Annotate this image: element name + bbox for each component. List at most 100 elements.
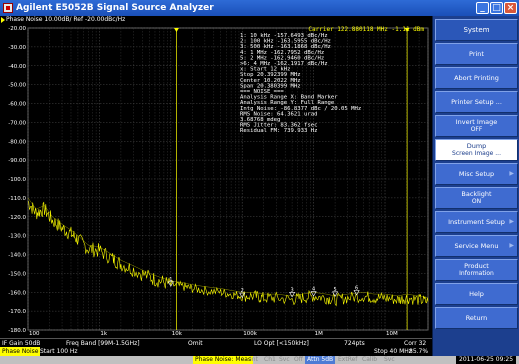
marker-label: 2	[241, 288, 244, 294]
phase-noise-plot[interactable]: -20.00 -30.00 -40.00 -50.00 -60.00 -70.00 -80.…	[0, 24, 432, 338]
measurement-status: Phase Noise: Meas	[193, 356, 254, 364]
readout-line: >6: 4 MHz -162.1917 dBc/Hz	[240, 61, 328, 67]
chart-area[interactable]: Phase Noise 10.00dB/ Ref -20.00dBc/Hz -2…	[0, 16, 432, 338]
sweep-progress: 85.7%	[409, 348, 429, 355]
readout-line: Stop 20.392399 MHz	[240, 72, 301, 78]
marker-label: 5	[334, 287, 337, 293]
softkey-printer-setup[interactable]: Printer Setup ...	[435, 91, 518, 113]
readout-line: 1: 10 kHz -157.6493 dBc/Hz	[240, 33, 328, 39]
softkey-invert-image[interactable]: Invert Image OFF	[435, 115, 518, 137]
status-calib: Calib	[362, 356, 378, 363]
omit-label[interactable]: Omit	[188, 340, 203, 347]
close-button[interactable]: ×	[504, 2, 517, 14]
marker-layer: 1 2 3 4 5 6	[167, 277, 360, 299]
y-tick-label: -170.0	[8, 309, 26, 315]
band-markers	[173, 28, 410, 330]
start-frequency[interactable]: Start 100 Hz	[40, 348, 78, 355]
instrument-status-bar: Phase Noise: Meas Int Ch1 Svc Off Attn 5…	[0, 356, 519, 364]
softkey-label: Service Menu	[454, 242, 499, 250]
status-row-settings: IF Gain 50dB Freq Band [99M-1.5GHz] Omit…	[0, 338, 432, 347]
marker-triangle-icon	[239, 292, 246, 299]
softkey-label: Print	[469, 50, 484, 58]
y-tick-label: -30.00	[8, 45, 26, 51]
readout-line: 5: 2 MHz -162.9460 dBc/Hz	[240, 55, 324, 61]
softkey-label: Invert Image	[455, 118, 498, 126]
if-gain-label[interactable]: IF Gain 50dB	[2, 340, 41, 347]
y-tick-label: -180.0	[8, 328, 26, 334]
lo-opt-label[interactable]: LO Opt [<150kHz]	[254, 340, 309, 347]
y-tick-label: -160.0	[8, 290, 26, 296]
softkey-print[interactable]: Print	[435, 43, 518, 65]
softkey-value: OFF	[470, 126, 483, 133]
y-tick-label: -80.00	[8, 139, 26, 145]
y-tick-label: -110.0	[8, 196, 26, 202]
x-tick-label: 100k	[243, 331, 257, 337]
readout-line: Analysis Range X: Band Marker	[240, 95, 338, 101]
x-tick-label: 100	[29, 331, 40, 337]
marker-triangle-icon	[289, 291, 296, 298]
readout-line: Span 20.380399 MHz	[240, 83, 301, 89]
marker-readout: 1: 10 kHz -157.6493 dBc/Hz2: 100 kHz -16…	[240, 33, 361, 134]
submenu-arrow-icon: ▶	[509, 170, 514, 177]
mode-badge[interactable]: Phase Noise	[0, 347, 41, 356]
y-tick-label: -140.0	[8, 253, 26, 259]
marker-label: 4	[312, 287, 315, 293]
attenuation-status: Attn 5dB	[305, 356, 336, 364]
band-marker-triangle-icon	[404, 28, 410, 32]
plot-grid	[27, 27, 429, 331]
phase-noise-trace	[27, 201, 429, 307]
window-titlebar: Agilent E5052B Signal Source Analyzer _ …	[0, 0, 519, 16]
stop-frequency[interactable]: Stop 40 MHz	[374, 348, 412, 355]
softkey-label: Product	[464, 262, 489, 270]
readout-line: Center 10.2022 MHz	[240, 78, 301, 84]
readout-line: Residual FM: 739.933 Hz	[240, 128, 317, 134]
softkey-backlight[interactable]: Backlight ON	[435, 187, 518, 209]
marker-triangle-icon	[332, 291, 339, 297]
x-tick-label: 1M	[315, 331, 323, 337]
softkey-system[interactable]: System	[435, 19, 518, 41]
y-tick-label: -70.00	[8, 120, 26, 126]
marker-label: 1	[169, 277, 172, 283]
submenu-arrow-icon: ▶	[509, 242, 514, 249]
submenu-arrow-icon: ▶	[509, 218, 514, 225]
softkey-instrument-setup[interactable]: Instrument Setup ▶	[435, 211, 518, 233]
status-svc: Svc	[279, 356, 290, 363]
minimize-button[interactable]: _	[476, 2, 489, 14]
readout-line: Intg Noise: -86.8377 dBc / 20.05 MHz	[240, 106, 361, 112]
carrier-label: Carrier 122.880118 MHz -1.11 dBm	[308, 26, 424, 33]
x-tick-label: 10M	[386, 331, 398, 337]
y-tick-label: -40.00	[8, 64, 26, 70]
readout-line: 4: 1 MHz -162.7952 dBc/Hz	[240, 50, 324, 56]
marker-triangle-icon	[167, 281, 174, 287]
readout-line: 3.68768 mdeg	[240, 117, 280, 123]
y-tick-label: -90.00	[8, 158, 26, 164]
softkey-return[interactable]: Return	[435, 307, 518, 329]
softkey-service-menu[interactable]: Service Menu ▶	[435, 235, 518, 257]
softkey-panel: System Print Abort Printing Printer Setu…	[432, 16, 519, 356]
points-label[interactable]: 724pts	[344, 340, 365, 347]
freq-band-label[interactable]: Freq Band [99M-1.5GHz]	[66, 340, 140, 347]
softkey-label: Backlight	[461, 190, 492, 198]
softkey-label: Help	[469, 290, 484, 298]
app-icon	[3, 3, 13, 13]
y-tick-label: -50.00	[8, 83, 26, 89]
softkey-product-information[interactable]: Product Information	[435, 259, 518, 281]
maximize-button[interactable]: □	[490, 2, 503, 14]
y-tick-label: -20.00	[8, 26, 26, 32]
y-tick-label: -120.0	[8, 215, 26, 221]
readout-line: RMS Noise: 64.3621 urad	[240, 111, 317, 117]
softkey-help[interactable]: Help	[435, 283, 518, 305]
softkey-label: Dump	[466, 142, 487, 150]
status-off: Off	[294, 356, 303, 363]
softkey-misc-setup[interactable]: Misc Setup ▶	[435, 163, 518, 185]
marker-label: 6	[355, 285, 358, 291]
readout-line: === NOISE ===	[240, 89, 284, 95]
softkey-abort-printing[interactable]: Abort Printing	[435, 67, 518, 89]
softkey-dump-screen-image[interactable]: Dump Screen Image ...	[435, 139, 518, 161]
readout-line: x: Start 12 kHz	[240, 67, 291, 73]
status-ch1: Ch1	[264, 356, 276, 363]
corr-label[interactable]: Corr 32	[404, 340, 427, 347]
softkey-label: Return	[465, 314, 488, 322]
marker-label: 3	[291, 287, 294, 293]
y-tick-label: -60.00	[8, 102, 26, 108]
